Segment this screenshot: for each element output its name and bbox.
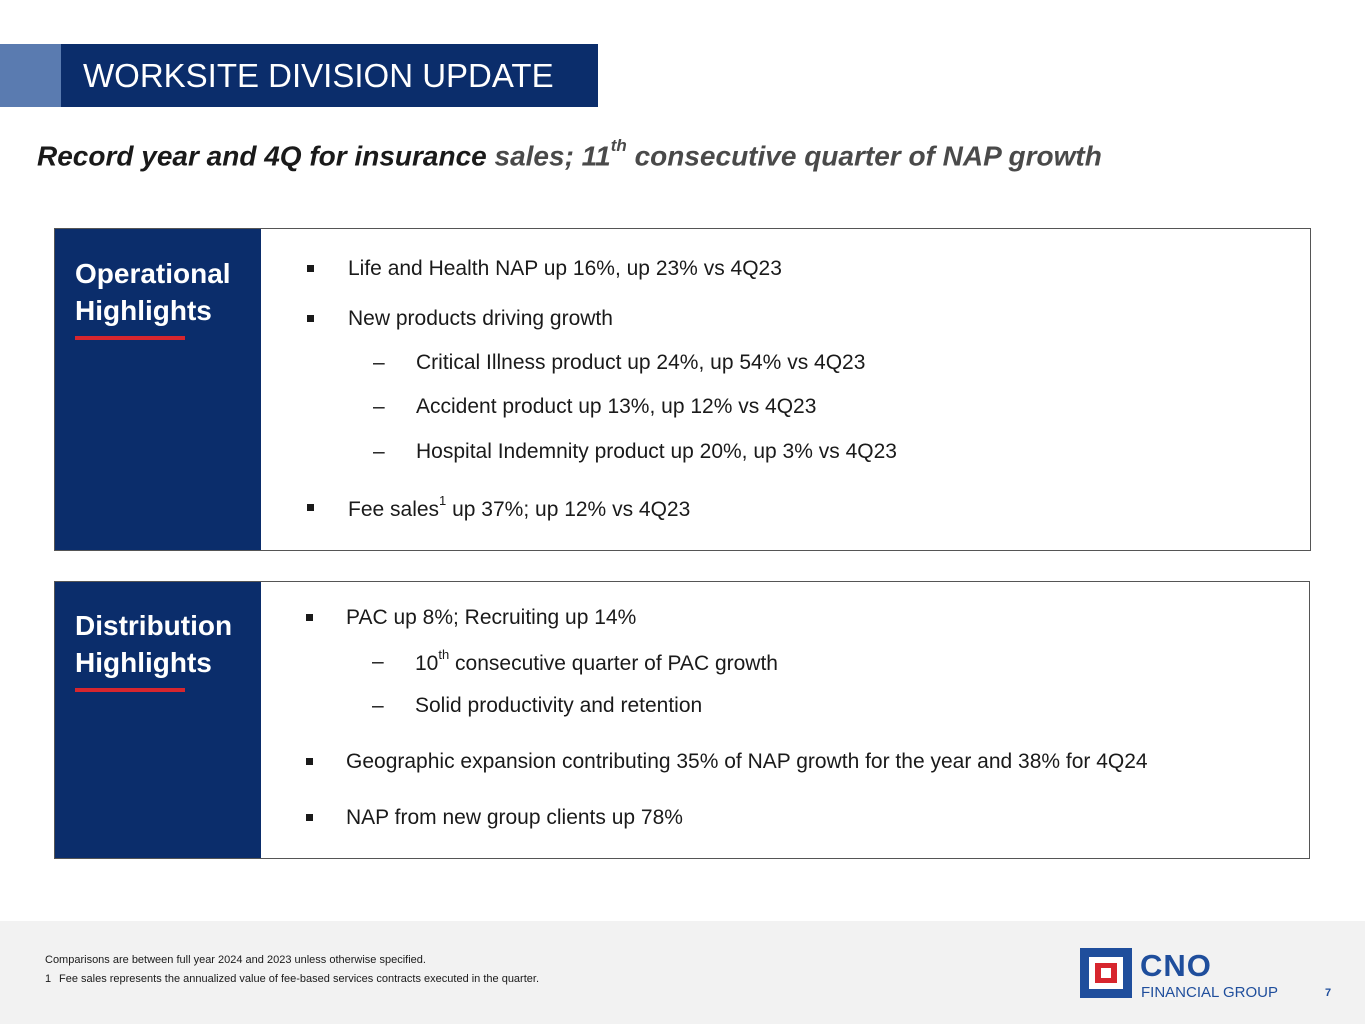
dash-bullet-icon: – xyxy=(372,650,384,673)
comparison-note: Comparisons are between full year 2024 a… xyxy=(45,954,426,966)
dash-bullet-icon: – xyxy=(373,351,385,374)
item-text-a: Fee sales xyxy=(348,498,440,521)
operational-highlights-panel: Operational Highlights Life and Health N… xyxy=(54,228,1311,551)
footnote-marker: 1 xyxy=(439,493,447,508)
item-text: Accident product up 13%, up 12% vs 4Q23 xyxy=(416,395,817,418)
slide-headline: Record year and 4Q for insurance sales; … xyxy=(37,136,1102,172)
operational-title: Operational Highlights xyxy=(75,258,231,326)
operational-title-underline xyxy=(75,336,185,340)
cno-logo-icon xyxy=(1080,948,1132,998)
square-bullet-icon xyxy=(307,315,314,322)
title-accent-block xyxy=(0,44,61,107)
square-bullet-icon xyxy=(306,814,313,821)
footnote-text: Fee sales represents the annualized valu… xyxy=(59,973,540,985)
item-text: Geographic expansion contributing 35% of… xyxy=(346,750,1148,773)
dash-bullet-icon: – xyxy=(372,694,384,717)
item-text-a: 10 xyxy=(415,652,439,675)
item-text: NAP from new group clients up 78% xyxy=(346,806,683,829)
footer-band xyxy=(0,921,1365,1024)
operational-sidebar: Operational Highlights xyxy=(55,229,261,550)
dash-bullet-icon: – xyxy=(373,440,385,463)
item-text: 10th consecutive quarter of PAC growth xyxy=(415,647,778,676)
distribution-highlights-panel: Distribution Highlights PAC up 8%; Recru… xyxy=(54,581,1310,859)
item-text-b: up 37%; up 12% vs 4Q23 xyxy=(446,498,691,521)
dash-bullet-icon: – xyxy=(373,395,385,418)
distribution-title-underline xyxy=(75,688,185,692)
headline-part-2: sales; 11 xyxy=(494,140,611,172)
distribution-sidebar: Distribution Highlights xyxy=(55,582,261,858)
item-text: New products driving growth xyxy=(348,307,613,330)
footnote-number: 1 xyxy=(45,973,52,985)
item-text: Solid productivity and retention xyxy=(415,694,703,717)
square-bullet-icon xyxy=(306,758,313,765)
headline-part-3: consecutive quarter of NAP growth xyxy=(626,140,1102,172)
logo-subtitle: FINANCIAL GROUP xyxy=(1141,984,1278,1001)
square-bullet-icon xyxy=(307,504,314,511)
square-bullet-icon xyxy=(306,614,313,621)
footnote: 1 Fee sales represents the annualized val… xyxy=(45,973,539,985)
item-text: Hospital Indemnity product up 20%, up 3%… xyxy=(416,440,897,463)
slide-title: WORKSITE DIVISION UPDATE xyxy=(61,44,598,107)
item-text-b: consecutive quarter of PAC growth xyxy=(449,652,778,675)
item-text: Critical Illness product up 24%, up 54% … xyxy=(416,351,866,374)
square-bullet-icon xyxy=(307,265,314,272)
distribution-title: Distribution Highlights xyxy=(75,610,233,678)
item-text: Life and Health NAP up 16%, up 23% vs 4Q… xyxy=(348,257,782,280)
headline-superscript: th xyxy=(610,136,627,155)
page-number: 7 xyxy=(1325,987,1332,999)
item-text: Fee sales1 up 37%; up 12% vs 4Q23 xyxy=(348,493,691,522)
logo-name: CNO xyxy=(1140,948,1212,983)
item-text: PAC up 8%; Recruiting up 14% xyxy=(346,606,637,629)
headline-part-1: Record year and 4Q for insurance xyxy=(37,140,495,172)
item-superscript: th xyxy=(438,647,450,662)
